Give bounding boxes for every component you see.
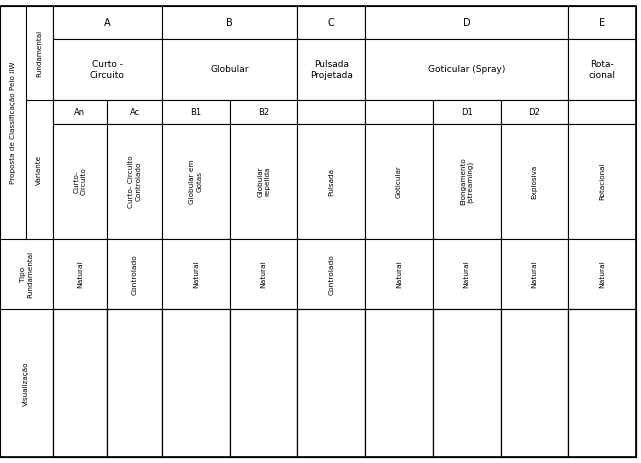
Text: Natural: Natural	[261, 260, 267, 288]
Bar	[433, 309, 501, 457]
Bar	[297, 124, 365, 239]
Bar	[433, 239, 501, 309]
Text: A: A	[104, 18, 111, 27]
Bar	[0, 6, 53, 457]
Bar	[107, 100, 162, 124]
Bar	[162, 124, 230, 239]
Bar	[230, 100, 297, 124]
Text: Rota-
cional: Rota- cional	[588, 60, 615, 80]
Text: Pulsada: Pulsada	[328, 168, 335, 195]
Bar	[53, 239, 107, 309]
Text: Globular: Globular	[210, 65, 249, 75]
Text: Globular
repelida: Globular repelida	[257, 166, 270, 197]
Bar	[230, 124, 297, 239]
Bar	[53, 309, 107, 457]
Bar	[107, 239, 162, 309]
Bar	[568, 309, 636, 457]
Bar	[53, 309, 107, 457]
Text: Natural: Natural	[193, 260, 199, 288]
Bar	[568, 309, 636, 457]
Bar	[433, 309, 501, 457]
Text: Controlado: Controlado	[132, 254, 138, 294]
Bar	[433, 100, 501, 124]
Bar	[297, 309, 365, 457]
Text: Ac: Ac	[129, 108, 140, 117]
Bar	[365, 39, 568, 100]
Bar	[230, 239, 297, 309]
Text: D1: D1	[461, 108, 472, 117]
Text: Controlado: Controlado	[328, 254, 335, 294]
Text: Rotacional: Rotacional	[599, 163, 605, 200]
Text: Natural: Natural	[77, 260, 83, 288]
Bar	[107, 124, 162, 239]
Bar	[162, 309, 230, 457]
Text: An: An	[74, 108, 85, 117]
Bar	[433, 124, 501, 239]
Bar	[297, 39, 365, 100]
Bar	[297, 239, 365, 309]
Bar	[297, 309, 365, 457]
Bar	[230, 309, 297, 457]
Bar	[162, 100, 230, 124]
Bar	[365, 239, 433, 309]
Text: Curto-
Circuito: Curto- Circuito	[74, 168, 87, 195]
Bar	[162, 309, 230, 457]
Text: Proposta de Classificação Pelo IIW: Proposta de Classificação Pelo IIW	[10, 61, 16, 184]
Text: C: C	[328, 18, 335, 27]
Bar	[162, 6, 297, 39]
Bar	[107, 309, 162, 457]
Bar	[568, 39, 636, 100]
Bar	[501, 239, 568, 309]
Text: Globular em
Gotas: Globular em Gotas	[190, 159, 203, 204]
Text: Visualização: Visualização	[23, 361, 29, 406]
Bar	[365, 124, 433, 239]
Text: Curto -
Circuito: Curto - Circuito	[90, 60, 125, 80]
Bar	[365, 100, 433, 124]
Bar	[365, 309, 433, 457]
Text: Explosiva: Explosiva	[531, 164, 537, 199]
Bar	[107, 309, 162, 457]
Bar	[568, 239, 636, 309]
Bar	[297, 6, 365, 39]
Bar	[162, 39, 297, 100]
Bar	[501, 100, 568, 124]
Bar	[53, 100, 107, 124]
Text: Natural: Natural	[599, 260, 605, 288]
Bar	[162, 239, 230, 309]
Bar	[230, 309, 297, 457]
Bar	[53, 6, 162, 39]
Text: Tipo
Fundamental: Tipo Fundamental	[20, 250, 33, 298]
Text: D: D	[463, 18, 470, 27]
Text: B1: B1	[190, 108, 201, 117]
Bar	[568, 6, 636, 39]
Text: B: B	[226, 18, 233, 27]
Text: Natural: Natural	[396, 260, 402, 288]
Bar	[501, 309, 568, 457]
Text: Natural: Natural	[463, 260, 470, 288]
Text: Curto- Circuito
Controlado: Curto- Circuito Controlado	[128, 155, 141, 208]
Text: Elongamento
(streaming): Elongamento (streaming)	[460, 158, 474, 206]
Bar	[53, 124, 107, 239]
Text: D2: D2	[528, 108, 540, 117]
Bar	[365, 309, 433, 457]
Bar	[365, 6, 568, 39]
Bar	[568, 124, 636, 239]
Bar	[501, 309, 568, 457]
Text: Pulsada
Projetada: Pulsada Projetada	[310, 60, 353, 80]
Bar	[568, 100, 636, 124]
Text: Goticular: Goticular	[396, 165, 402, 198]
Text: Variante: Variante	[37, 155, 42, 185]
Bar	[501, 124, 568, 239]
Bar	[53, 39, 162, 100]
Text: Goticular (Spray): Goticular (Spray)	[428, 65, 505, 75]
Bar	[297, 100, 365, 124]
Text: Fundamental: Fundamental	[37, 30, 42, 76]
Text: E: E	[599, 18, 605, 27]
Text: B2: B2	[258, 108, 269, 117]
Text: Natural: Natural	[531, 260, 537, 288]
